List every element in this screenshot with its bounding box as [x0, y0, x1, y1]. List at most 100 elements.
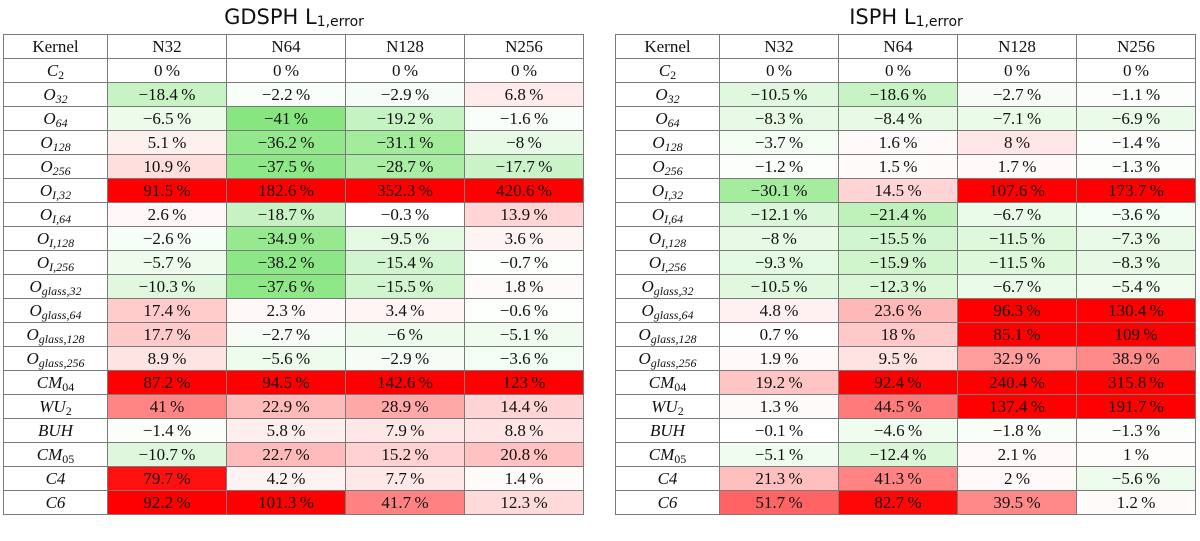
value-cell: 5.8 %: [226, 418, 346, 443]
value-cell: −1.6 %: [464, 106, 584, 131]
kernel-base: C6: [657, 492, 678, 512]
kernel-label: OI,256: [3, 250, 108, 275]
gdsph-panel: GDSPH L1,error Kernel N32 N64 N128 N256 …: [3, 0, 585, 515]
value-cell: 0 %: [345, 58, 465, 83]
value-cell: −10.5 %: [719, 274, 839, 299]
value-cell: −5.4 %: [1076, 274, 1196, 299]
value-cell: −2.9 %: [345, 82, 465, 107]
value-cell: −17.7 %: [464, 154, 584, 179]
value-cell: −8.3 %: [1076, 250, 1196, 275]
kernel-label: CM05: [615, 442, 720, 467]
value-cell: 12.3 %: [464, 490, 584, 515]
kernel-base: O: [26, 348, 39, 368]
value-cell: 1.2 %: [1076, 490, 1196, 515]
value-cell: 17.4 %: [107, 298, 227, 323]
kernel-base: C: [46, 60, 59, 80]
value-cell: 13.9 %: [464, 202, 584, 227]
kernel-base: O: [638, 324, 651, 344]
value-cell: −5.1 %: [719, 442, 839, 467]
kernel-base: O: [36, 228, 50, 248]
value-cell: 15.2 %: [345, 442, 465, 467]
gdsph-table-row: O128 5.1 % −36.2 % −31.1 % −8 %: [3, 130, 584, 155]
kernel-base: CM: [648, 444, 675, 464]
kernel-subscript: 64: [55, 115, 68, 130]
kernel-label: O256: [3, 154, 108, 179]
kernel-subscript: I,32: [664, 187, 684, 202]
kernel-subscript: glass,32: [41, 283, 82, 298]
kernel-subscript: 2: [670, 67, 677, 82]
kernel-base: O: [29, 300, 42, 320]
kernel-label: O128: [615, 130, 720, 155]
value-cell: 0 %: [1076, 58, 1196, 83]
value-cell: 1.8 %: [464, 274, 584, 299]
kernel-label: Oglass,256: [3, 346, 108, 371]
value-cell: −0.3 %: [345, 202, 465, 227]
kernel-base: O: [39, 204, 53, 224]
value-cell: 6.8 %: [464, 82, 584, 107]
value-cell: −3.7 %: [719, 130, 839, 155]
kernel-label: Oglass,128: [615, 322, 720, 347]
gdsph-table-row: C6 92.2 % 101.3 % 41.7 % 12.3 %: [3, 490, 584, 515]
kernel-base: O: [651, 204, 665, 224]
value-cell: 107.6 %: [957, 178, 1077, 203]
kernel-subscript: 2: [65, 403, 72, 418]
kernel-subscript: 05: [674, 451, 687, 466]
value-cell: −1.4 %: [1076, 130, 1196, 155]
isph-table-row: C6 51.7 % 82.7 % 39.5 % 1.2 %: [615, 490, 1196, 515]
value-cell: 91.5 %: [107, 178, 227, 203]
header-n128: N128: [345, 34, 465, 59]
kernel-label: C6: [3, 490, 108, 515]
isph-table-row: C4 21.3 % 41.3 % 2 % −5.6 %: [615, 466, 1196, 491]
kernel-base: O: [652, 132, 665, 152]
value-cell: 94.5 %: [226, 370, 346, 395]
value-cell: −6.5 %: [107, 106, 227, 131]
value-cell: −0.6 %: [464, 298, 584, 323]
value-cell: 7.9 %: [345, 418, 465, 443]
kernel-base: O: [40, 156, 53, 176]
kernel-label: Oglass,256: [615, 346, 720, 371]
value-cell: 44.5 %: [838, 394, 958, 419]
kernel-label: OI,64: [3, 202, 108, 227]
kernel-base: BUH: [38, 420, 73, 440]
value-cell: 182.6 %: [226, 178, 346, 203]
kernel-label: C6: [615, 490, 720, 515]
value-cell: 1.5 %: [838, 154, 958, 179]
header-n64: N64: [838, 34, 958, 59]
value-cell: −2.6 %: [107, 226, 227, 251]
value-cell: 23.6 %: [838, 298, 958, 323]
isph-body: C2 0 % 0 % 0 % 0 % O32 −10.5 % −18.6 % −2.7 % −1.…: [615, 58, 1196, 515]
kernel-base: WU: [39, 396, 66, 416]
value-cell: −9.5 %: [345, 226, 465, 251]
gdsph-table-row: C4 79.7 % 4.2 % 7.7 % 1.4 %: [3, 466, 584, 491]
header-n32: N32: [719, 34, 839, 59]
value-cell: 142.6 %: [345, 370, 465, 395]
kernel-label: Oglass,64: [3, 298, 108, 323]
value-cell: −30.1 %: [719, 178, 839, 203]
kernel-base: O: [638, 348, 651, 368]
gdsph-table-row: O256 10.9 % −37.5 % −28.7 % −17.7 %: [3, 154, 584, 179]
header-n32: N32: [107, 34, 227, 59]
value-cell: −0.1 %: [719, 418, 839, 443]
kernel-label: Oglass,64: [615, 298, 720, 323]
value-cell: −2.7 %: [957, 82, 1077, 107]
isph-table-row: Oglass,64 4.8 % 23.6 % 96.3 % 130.4 %: [615, 298, 1196, 323]
kernel-label: C4: [3, 466, 108, 491]
value-cell: 8.8 %: [464, 418, 584, 443]
value-cell: −6.7 %: [957, 202, 1077, 227]
kernel-label: BUH: [615, 418, 720, 443]
kernel-label: WU2: [3, 394, 108, 419]
gdsph-table-row: O32 −18.4 % −2.2 % −2.9 % 6.8 %: [3, 82, 584, 107]
value-cell: 21.3 %: [719, 466, 839, 491]
value-cell: −4.6 %: [838, 418, 958, 443]
value-cell: 87.2 %: [107, 370, 227, 395]
gdsph-title-sub: 1,error: [316, 14, 364, 30]
kernel-label: OI,32: [3, 178, 108, 203]
value-cell: 79.7 %: [107, 466, 227, 491]
header-kernel: Kernel: [3, 34, 108, 59]
value-cell: −2.7 %: [226, 322, 346, 347]
gdsph-table-row: WU2 41 % 22.9 % 28.9 % 14.4 %: [3, 394, 584, 419]
value-cell: −41 %: [226, 106, 346, 131]
value-cell: −0.7 %: [464, 250, 584, 275]
value-cell: 2.6 %: [107, 202, 227, 227]
value-cell: −15.4 %: [345, 250, 465, 275]
